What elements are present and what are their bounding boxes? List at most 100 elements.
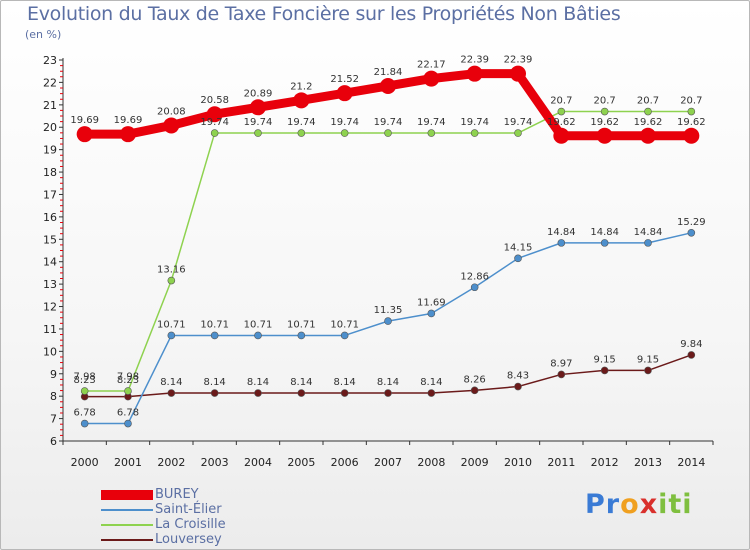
x-tick-label: 2011 [547, 456, 575, 469]
data-point-burey [120, 126, 136, 143]
x-tick-label: 2005 [287, 456, 315, 469]
data-label-saint-elier: 15.29 [677, 217, 706, 228]
data-point-burey [250, 99, 266, 116]
data-label-burey: 21.84 [374, 67, 403, 78]
data-label-burey: 21.2 [290, 81, 312, 92]
data-label-saint-elier: 10.71 [287, 319, 316, 330]
data-point-louversey [557, 370, 566, 379]
data-point-louversey [254, 389, 262, 397]
legend-item-burey: BUREY [101, 487, 226, 502]
data-point-la-croisille [427, 129, 436, 137]
data-label-la-croisille: 20.7 [594, 96, 616, 107]
data-label-burey: 22.17 [417, 60, 446, 71]
y-tick-label: 7 [50, 413, 57, 426]
data-label-la-croisille: 19.74 [200, 117, 229, 128]
logo-letter: i [658, 489, 669, 520]
data-label-louversey: 8.14 [377, 377, 399, 388]
y-tick-label: 20 [43, 121, 57, 134]
y-tick-label: 10 [43, 345, 57, 358]
data-label-burey: 19.62 [677, 117, 706, 128]
data-label-burey: 21.52 [330, 74, 359, 85]
data-label-burey: 19.69 [70, 115, 99, 126]
data-point-saint-elier [644, 239, 652, 247]
data-label-burey: 22.39 [504, 55, 533, 66]
data-point-la-croisille [557, 107, 566, 116]
data-label-la-croisille: 8.23 [117, 375, 139, 386]
logo-letter: t [668, 489, 683, 520]
logo-letter: P [585, 489, 606, 520]
data-label-la-croisille: 20.7 [637, 96, 659, 107]
data-label-la-croisille: 20.7 [680, 96, 702, 107]
data-label-louversey: 8.26 [464, 374, 486, 385]
data-point-saint-elier [470, 283, 479, 292]
y-tick-label: 15 [43, 233, 57, 246]
series-line-la-croisille [84, 110, 692, 392]
data-label-saint-elier: 6.78 [117, 408, 139, 419]
y-tick-label: 11 [43, 323, 57, 336]
data-label-saint-elier: 11.69 [417, 297, 446, 308]
data-point-la-croisille [514, 129, 522, 137]
data-point-louversey [384, 389, 392, 397]
legend-swatch-la-croisille [101, 523, 153, 526]
y-tick-label: 19 [43, 144, 57, 157]
data-label-la-croisille: 8.23 [74, 375, 96, 386]
data-point-burey [76, 126, 93, 143]
x-tick-label: 2000 [71, 456, 99, 469]
data-label-louversey: 8.14 [204, 377, 226, 388]
data-point-burey [683, 127, 700, 144]
data-point-la-croisille [384, 129, 392, 137]
data-label-burey: 22.39 [460, 55, 489, 66]
data-point-saint-elier [557, 239, 566, 247]
data-label-burey: 20.89 [244, 88, 273, 99]
data-point-saint-elier [210, 331, 219, 340]
y-tick-label: 13 [43, 278, 57, 291]
data-point-louversey [470, 386, 479, 395]
y-tick-label: 23 [43, 54, 57, 67]
proxiti-logo[interactable]: Proxiti [585, 489, 693, 520]
data-label-saint-elier: 14.84 [634, 227, 663, 238]
data-point-burey [163, 117, 180, 134]
data-label-burey: 19.69 [114, 115, 143, 126]
data-label-louversey: 8.14 [290, 377, 312, 388]
data-label-saint-elier: 14.84 [590, 227, 619, 238]
data-point-louversey [167, 389, 176, 397]
y-tick-label: 12 [43, 301, 57, 314]
data-point-burey [336, 85, 353, 102]
y-tick-label: 17 [43, 188, 57, 201]
data-point-louversey [427, 389, 436, 397]
data-point-burey [596, 127, 613, 144]
logo-letter: r [605, 489, 621, 520]
logo-letter: x [639, 489, 659, 520]
legend-label-saint-elier: Saint-Élier [155, 502, 222, 517]
data-point-saint-elier [514, 254, 522, 263]
data-point-la-croisille [600, 107, 609, 116]
data-label-la-croisille: 19.74 [417, 117, 446, 128]
data-label-louversey: 8.14 [160, 377, 182, 388]
data-point-burey [423, 70, 440, 87]
data-label-louversey: 9.15 [594, 354, 616, 365]
x-tick-label: 2010 [504, 456, 532, 469]
unit-label: (en %) [25, 28, 62, 41]
data-point-burey [380, 77, 396, 94]
data-label-saint-elier: 11.35 [374, 305, 403, 316]
y-tick-label: 6 [50, 435, 57, 448]
x-tick-label: 2004 [244, 456, 272, 469]
x-tick-label: 2007 [374, 456, 402, 469]
data-label-louversey: 9.84 [680, 339, 702, 350]
data-point-saint-elier [340, 331, 349, 340]
x-tick-label: 2009 [461, 456, 489, 469]
data-point-la-croisille [124, 387, 132, 395]
data-point-louversey [340, 389, 349, 397]
data-point-louversey [687, 351, 696, 359]
data-point-burey [640, 127, 656, 144]
data-label-saint-elier: 14.84 [547, 227, 576, 238]
data-point-la-croisille [80, 387, 89, 395]
data-label-louversey: 7.98 [74, 372, 96, 383]
y-tick-label: 8 [50, 390, 57, 403]
data-point-la-croisille [210, 129, 219, 137]
data-label-louversey: 8.97 [550, 358, 572, 369]
legend-item-la-croisille: La Croisille [101, 517, 226, 532]
legend-label-burey: BUREY [155, 487, 199, 502]
data-point-la-croisille [167, 276, 176, 285]
